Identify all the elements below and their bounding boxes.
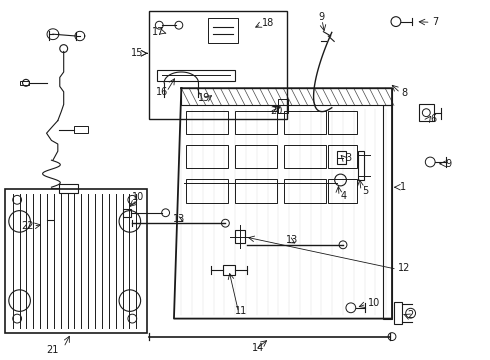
Text: 10: 10 (368, 298, 380, 309)
Bar (181, 88, 392, 105)
Text: 8: 8 (402, 88, 408, 98)
Bar (284, 145, 326, 168)
Bar (5, 189, 147, 333)
Text: 9: 9 (318, 12, 324, 22)
Bar (278, 99, 288, 113)
Text: 12: 12 (398, 263, 410, 273)
Text: 3: 3 (345, 153, 351, 163)
Bar (223, 265, 235, 275)
Text: 13: 13 (286, 235, 298, 245)
Bar (358, 151, 364, 180)
Text: 15: 15 (131, 48, 144, 58)
Bar (186, 145, 228, 168)
Bar (74, 126, 88, 133)
Bar (235, 230, 245, 243)
Text: 7: 7 (432, 17, 439, 27)
Text: 14: 14 (252, 343, 265, 354)
Text: 9: 9 (445, 159, 451, 169)
Bar (328, 111, 357, 134)
Bar (235, 111, 277, 134)
Text: 13: 13 (173, 213, 185, 224)
Bar (122, 209, 131, 217)
Text: 22: 22 (21, 221, 34, 231)
Bar (419, 104, 434, 121)
Text: 2: 2 (408, 310, 414, 320)
Text: 10: 10 (132, 192, 145, 202)
Bar (208, 18, 238, 43)
Bar (328, 179, 357, 203)
Text: 21: 21 (47, 345, 59, 355)
Bar (328, 145, 357, 168)
Bar (394, 302, 402, 324)
Bar (20, 81, 29, 85)
Text: 18: 18 (262, 18, 274, 28)
Bar (235, 145, 277, 168)
Text: 19: 19 (197, 93, 210, 103)
Text: 20: 20 (270, 106, 283, 116)
Bar (284, 111, 326, 134)
Bar (157, 70, 235, 81)
Text: 11: 11 (235, 306, 247, 316)
Text: 16: 16 (156, 87, 168, 97)
Text: 6: 6 (430, 114, 436, 124)
Bar (337, 151, 346, 164)
Text: 5: 5 (363, 186, 369, 196)
Bar (149, 11, 287, 119)
Bar (59, 184, 78, 193)
Text: 17: 17 (152, 27, 164, 37)
Bar (235, 179, 277, 203)
Bar (284, 179, 326, 203)
Bar (186, 179, 228, 203)
Text: 1: 1 (400, 182, 406, 192)
Text: 4: 4 (341, 191, 346, 201)
Bar (383, 105, 392, 319)
Bar (186, 111, 228, 134)
